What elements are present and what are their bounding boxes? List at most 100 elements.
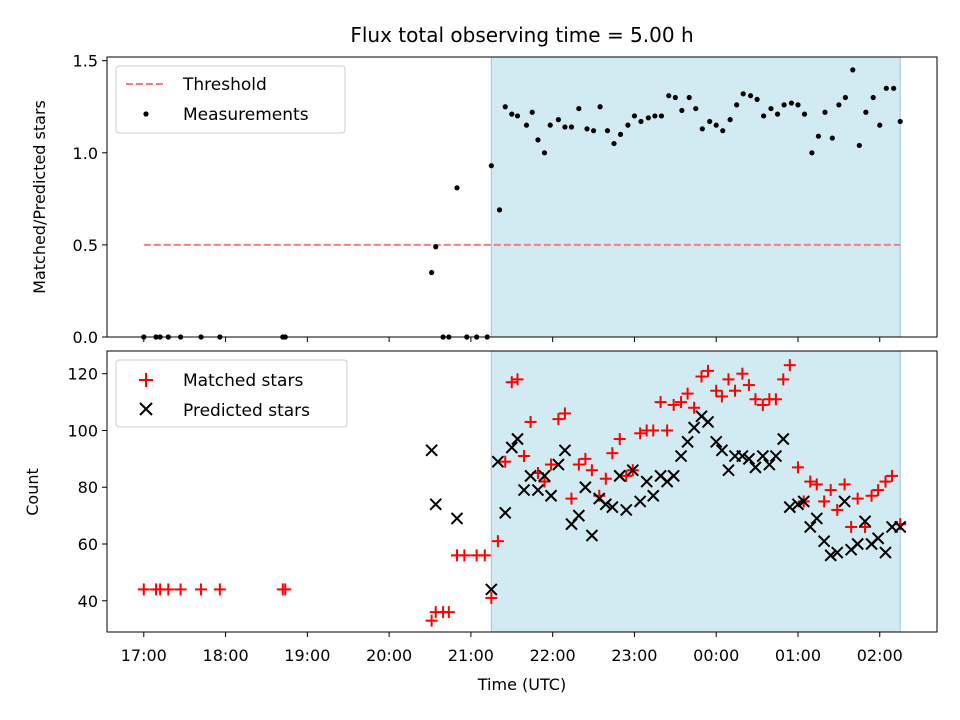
matched-star-point [865, 489, 878, 502]
predicted-star-point [701, 415, 715, 429]
ratio-y-axis-title: Matched/Predicted stars [30, 100, 49, 294]
predicted-star-point [640, 475, 653, 488]
measurement-point [502, 104, 508, 110]
matched-star-point [654, 396, 667, 409]
predicted-star-point [505, 441, 518, 454]
matched-star-point [545, 458, 558, 471]
predicted-star-point [851, 537, 864, 551]
measurement-point [761, 113, 767, 119]
matched-star-point [511, 373, 524, 386]
predicted-star-point [871, 532, 885, 545]
legend-predicted-label: Predicted stars [183, 401, 310, 421]
matched-star-point [558, 407, 571, 420]
measurement-point [809, 150, 815, 156]
measurement-point [781, 102, 787, 108]
ratio-panel: 0.0 0.5 1.0 1.5 Matched/Predicted stars Thr… [30, 52, 938, 347]
measurement-point [496, 207, 503, 213]
x-tick-label: 21:00 [448, 646, 494, 665]
measurement-point [454, 185, 460, 191]
predicted-star-point [777, 432, 790, 446]
x-tick-label: 18:00 [203, 646, 249, 665]
x-tick-label: 23:00 [611, 646, 657, 665]
predicted-star-point [710, 435, 723, 449]
matched-star-point [749, 393, 762, 406]
matched-star-point [722, 373, 735, 386]
matched-star-point [783, 359, 796, 372]
measurement-point [576, 105, 582, 112]
measurement-point [488, 163, 494, 169]
matched-star-point [851, 492, 864, 505]
ratio-plot-frame [106, 56, 938, 338]
predicted-star-point [544, 489, 558, 502]
count-shaded-interval [490, 350, 901, 633]
measurement-point [720, 128, 726, 134]
legend-measurements-swatch [143, 111, 149, 117]
measurement-point [795, 102, 801, 108]
x-tick-label: 17:00 [121, 646, 167, 665]
measurement-point [815, 133, 822, 139]
predicted-star-point [681, 435, 694, 449]
predicted-star-point [756, 449, 770, 463]
measurement-point [801, 111, 808, 117]
measurement-point [568, 124, 575, 130]
legend-threshold-label: Threshold [182, 75, 267, 95]
measurement-point [707, 118, 713, 125]
predicted-star-point [626, 464, 640, 477]
matched-star-point [579, 452, 592, 465]
matched-star-point [478, 549, 491, 562]
measurement-point [529, 109, 535, 115]
predicted-star-point [804, 520, 817, 534]
matched-star-point [518, 450, 531, 463]
matched-star-point [174, 583, 187, 596]
ratio-shaded-interval [490, 56, 901, 338]
legend-matched-label: Matched stars [183, 371, 303, 391]
matched-star-point [695, 370, 708, 383]
ratio-x-ticks [143, 337, 881, 342]
matched-star-point [613, 432, 626, 445]
matched-star-point [715, 390, 728, 403]
measurement-point [666, 93, 672, 99]
matched-star-point [810, 478, 823, 491]
predicted-star-point [499, 506, 512, 519]
matched-star-point [791, 461, 804, 474]
count-y-axis-title: Count [23, 468, 42, 516]
measurement-point [429, 269, 435, 276]
measurement-point [672, 94, 678, 101]
predicted-star-point [667, 469, 680, 483]
measurement-point [611, 140, 617, 147]
x-tick-label: 00:00 [693, 646, 739, 665]
count-marks [137, 359, 907, 627]
predicted-star-point [674, 449, 688, 463]
legend-measurements-label: Measurements [183, 105, 309, 125]
matched-star-point [872, 484, 885, 497]
matched-star-point [279, 583, 292, 596]
predicted-star-point [742, 452, 756, 466]
matched-star-point [425, 614, 438, 627]
predicted-star-point [606, 500, 619, 514]
matched-star-point [729, 384, 742, 397]
predicted-star-point [763, 458, 776, 471]
predicted-star-point [715, 444, 729, 457]
predicted-star-point [838, 495, 851, 508]
matched-star-point [491, 535, 504, 548]
predicted-star-point [429, 498, 442, 511]
matched-star-point [485, 591, 498, 604]
x-tick-label: 02:00 [857, 646, 903, 665]
measurement-point [747, 93, 754, 99]
matched-star-point [667, 398, 680, 411]
matched-star-point [886, 469, 899, 482]
y-tick-label: 120 [67, 365, 98, 384]
measurement-point [658, 113, 665, 119]
measurement-point [645, 115, 651, 121]
ratio-y-axis: 0.0 0.5 1.0 1.5 [73, 52, 107, 347]
x-axis-title: Time (UTC) [477, 675, 566, 694]
predicted-star-point [585, 529, 599, 542]
measurement-point [547, 122, 553, 128]
predicted-star-point [647, 489, 660, 502]
predicted-star-point [538, 469, 551, 483]
predicted-star-point [558, 444, 572, 457]
predicted-star-point [511, 432, 524, 446]
measurement-point [788, 100, 795, 106]
y-tick-label: 80 [78, 478, 98, 497]
